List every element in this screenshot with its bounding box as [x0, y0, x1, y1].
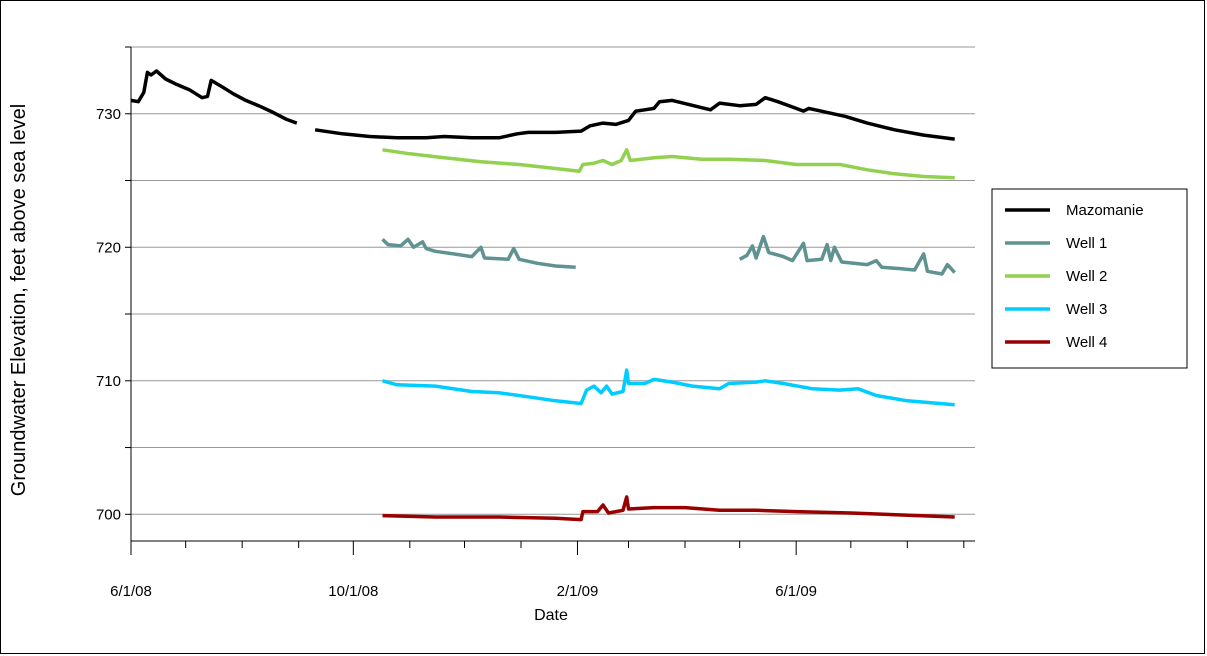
series-line-well-2: [382, 148, 955, 180]
y-tick-label: 710: [96, 373, 121, 390]
legend-label-well-3: Well 3: [1066, 301, 1107, 318]
y-axis-title: Groundwater Elevation, feet above sea le…: [8, 104, 30, 496]
legend-label-well-4: Well 4: [1066, 334, 1107, 351]
legend-label-well-2: Well 2: [1066, 268, 1107, 285]
series-line-well-4: [382, 495, 955, 522]
axes: [130, 47, 975, 542]
series-line-mazomanie: [314, 95, 955, 141]
series-lines: [130, 69, 956, 522]
series-line-well-1: [381, 237, 576, 270]
ticks: 700 710 720 730 6/1/08 10/1/08 2/1/09 6/1/09: [96, 46, 965, 600]
series-line-well-3: [382, 368, 955, 407]
legend-label-well-1: Well 1: [1066, 235, 1107, 252]
x-axis-title: Date: [534, 607, 568, 624]
x-tick-label: 6/1/09: [775, 583, 817, 600]
x-tick-label: 10/1/08: [328, 583, 378, 600]
legend-box: [991, 188, 1188, 369]
series-line-well-1: [738, 234, 956, 276]
legend: Mazomanie Well 1 Well 2 Well 3 Well 4: [1005, 202, 1144, 351]
y-tick-label: 720: [96, 239, 121, 256]
x-tick-label: 2/1/09: [557, 583, 599, 600]
y-tick-label: 700: [96, 506, 121, 523]
y-tick-label: 730: [96, 106, 121, 123]
x-tick-label: 6/1/08: [110, 583, 152, 600]
series-line-mazomanie: [130, 69, 298, 125]
legend-label-mazomanie: Mazomanie: [1066, 202, 1144, 219]
